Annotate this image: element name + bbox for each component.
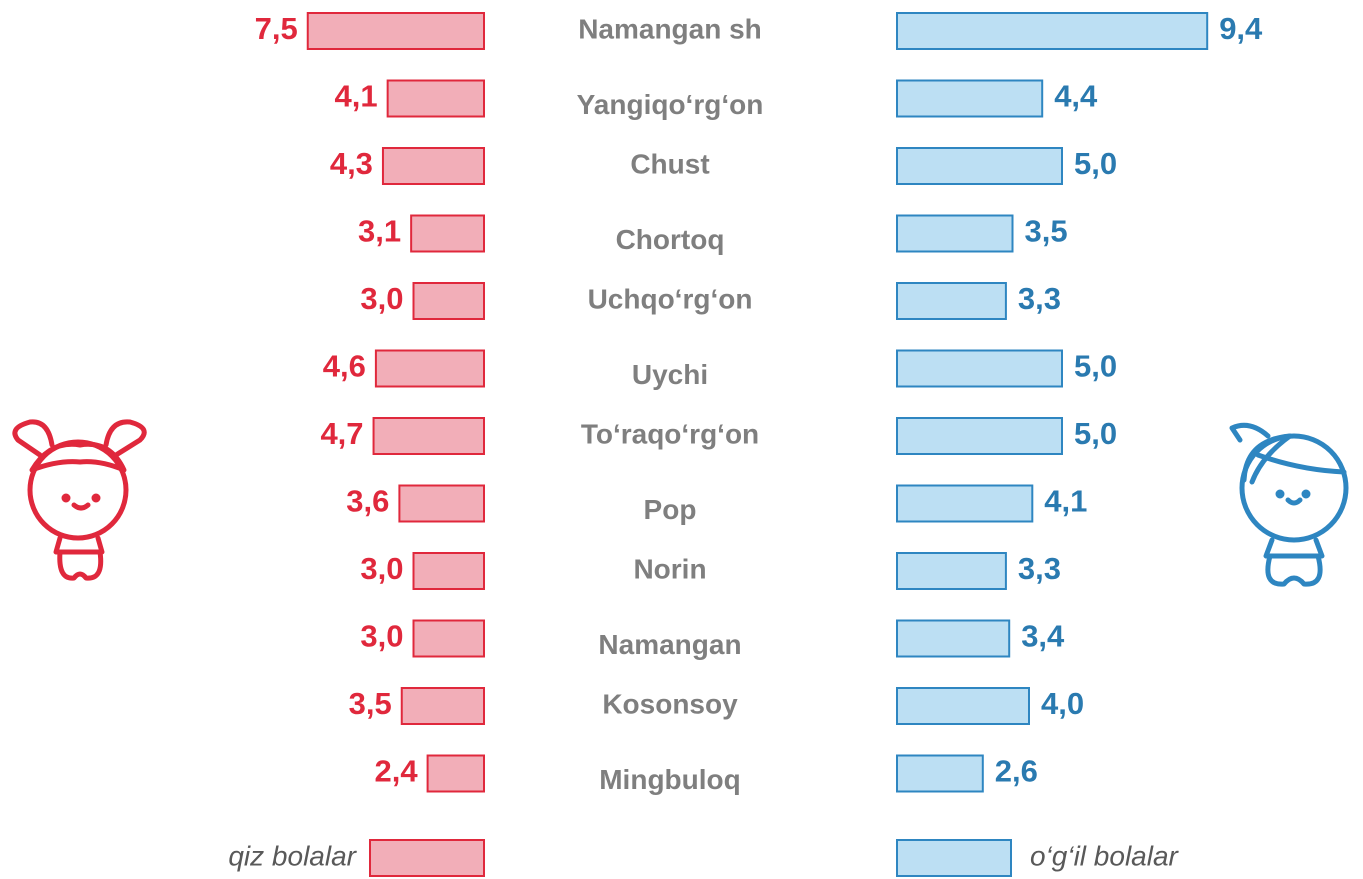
bar [896, 417, 1063, 455]
value-label: 4,7 [320, 416, 363, 451]
bar [896, 619, 1011, 658]
bar [400, 687, 485, 725]
boy-icon [1229, 422, 1349, 587]
bar [896, 214, 1014, 253]
bar [381, 147, 486, 185]
value-label: 4,4 [1054, 79, 1098, 114]
category-label: Chortoq [616, 224, 725, 255]
category-label: Chust [630, 148, 709, 179]
bar [412, 619, 485, 658]
category-label: Uchqo‘rg‘on [588, 283, 753, 314]
value-label: 3,5 [349, 686, 392, 721]
value-label: 3,6 [346, 484, 389, 519]
value-label: 5,0 [1074, 349, 1117, 384]
value-label: 4,6 [323, 349, 366, 384]
value-label: 7,5 [255, 11, 298, 46]
category-label: Mingbuloq [599, 764, 741, 795]
value-label: 3,4 [1021, 619, 1065, 654]
value-label: 4,1 [1044, 484, 1087, 519]
bar [386, 79, 485, 118]
bar [896, 147, 1063, 185]
category-label: Pop [644, 494, 697, 525]
bar [374, 349, 485, 388]
bar [896, 349, 1063, 388]
bar [896, 79, 1044, 118]
bar [896, 687, 1030, 725]
value-label: 4,3 [330, 146, 373, 181]
bar [372, 417, 485, 455]
bar [896, 12, 1209, 50]
category-label: Norin [633, 553, 706, 584]
value-label: 3,0 [360, 619, 403, 654]
legend-label: o‘g‘il bolalar [1030, 840, 1180, 871]
value-label: 3,3 [1018, 551, 1061, 586]
value-label: 2,4 [374, 754, 418, 789]
bar [896, 484, 1034, 523]
value-label: 3,1 [358, 214, 401, 249]
bar [896, 552, 1007, 590]
category-label: To‘raqo‘rg‘on [581, 418, 759, 449]
bar [412, 552, 485, 590]
bar [306, 12, 485, 50]
bar [412, 282, 485, 320]
girl-icon [12, 419, 147, 581]
legend-swatch [369, 839, 485, 877]
category-label: Yangiqo‘rg‘on [577, 89, 764, 120]
value-label: 3,3 [1018, 281, 1061, 316]
bar [896, 754, 984, 793]
legend-label: qiz bolalar [228, 840, 357, 871]
value-label: 4,0 [1041, 686, 1084, 721]
bar [426, 754, 486, 793]
bar [410, 214, 485, 253]
category-label: Uychi [632, 359, 708, 390]
value-label: 5,0 [1074, 416, 1117, 451]
category-label: Namangan [598, 629, 741, 660]
value-label: 3,0 [360, 551, 403, 586]
category-label: Kosonsoy [602, 688, 738, 719]
value-label: 9,4 [1219, 11, 1263, 46]
bar [398, 484, 485, 523]
value-label: 5,0 [1074, 146, 1117, 181]
value-label: 2,6 [995, 754, 1038, 789]
value-label: 4,1 [335, 79, 378, 114]
bar [896, 282, 1007, 320]
value-label: 3,5 [1025, 214, 1068, 249]
legend-swatch [896, 839, 1012, 877]
category-label: Namangan sh [578, 13, 762, 44]
value-label: 3,0 [360, 281, 403, 316]
